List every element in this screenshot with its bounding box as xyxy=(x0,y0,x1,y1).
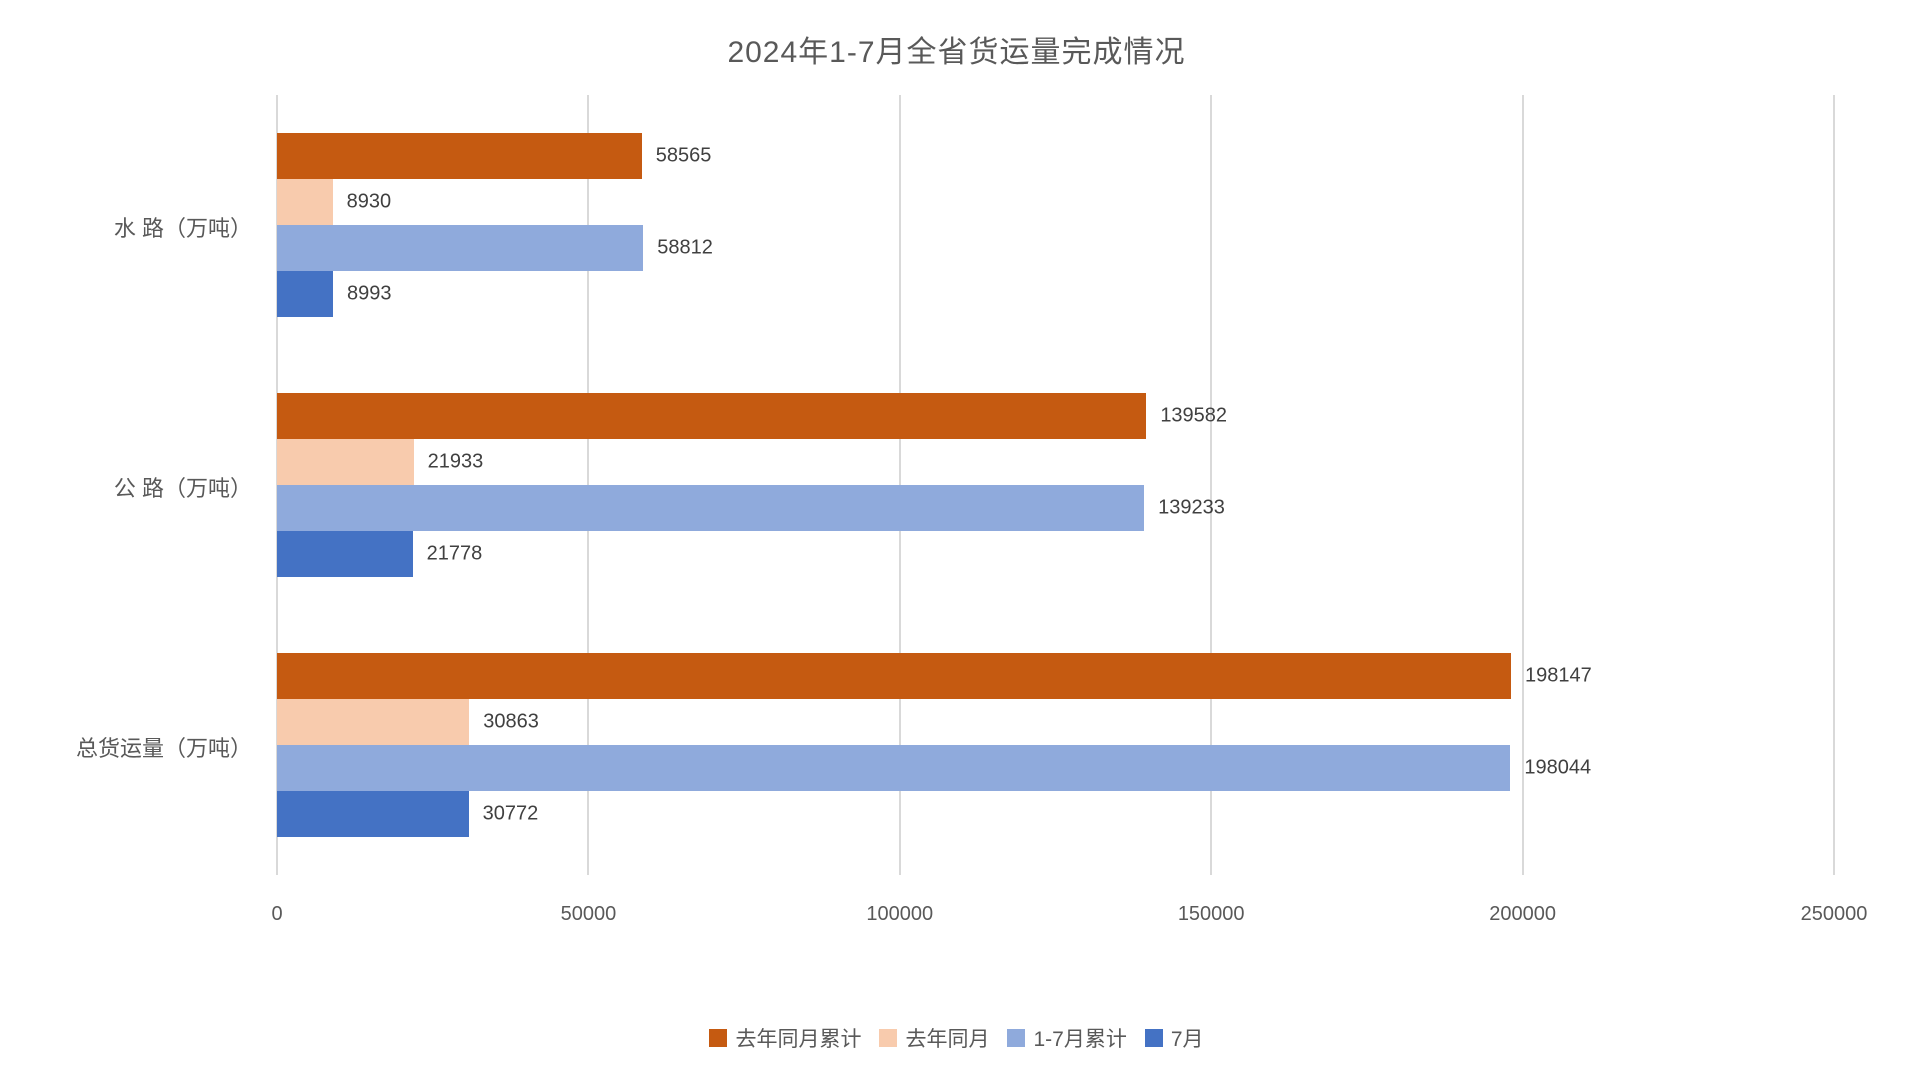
bar-1-7月累计 xyxy=(277,485,1145,531)
bar-row: 58565 xyxy=(277,133,1834,179)
x-tick-label: 0 xyxy=(271,903,283,925)
data-label: 30772 xyxy=(482,802,539,825)
legend-item-7月: 7月 xyxy=(1144,1023,1204,1053)
plot-area: 58565 8930 58812 8993 139582 21933 139233 21778… xyxy=(276,95,1835,875)
bar-group: 198147 30863 198044 30772 xyxy=(277,615,1834,875)
bar-1-7月累计 xyxy=(277,745,1511,791)
bar-row: 198044 xyxy=(277,745,1834,791)
bar-row: 8930 xyxy=(277,179,1834,225)
legend-swatch-icon xyxy=(1007,1029,1026,1047)
data-label: 8930 xyxy=(346,190,392,213)
bar-7月 xyxy=(277,271,333,317)
bar-row: 30772 xyxy=(277,791,1834,837)
chart-title: 2024年1-7月全省货运量完成情况 xyxy=(727,36,1186,69)
legend-item-去年同月: 去年同月 xyxy=(879,1023,989,1053)
data-label: 139233 xyxy=(1158,496,1225,519)
data-label: 198147 xyxy=(1525,664,1592,687)
data-label: 21778 xyxy=(426,542,483,565)
legend-swatch-icon xyxy=(709,1029,728,1047)
bar-row: 21778 xyxy=(277,531,1834,577)
bar-去年同月累计 xyxy=(277,133,642,179)
bar-7月 xyxy=(277,791,469,837)
legend-label: 去年同月累计 xyxy=(735,1028,862,1051)
bar-去年同月累计 xyxy=(277,393,1147,439)
bar-7月 xyxy=(277,531,413,577)
bar-row: 30863 xyxy=(277,699,1834,745)
legend-label: 去年同月 xyxy=(905,1028,990,1051)
data-label: 58812 xyxy=(657,236,713,259)
data-label: 198044 xyxy=(1524,756,1592,779)
x-tick-label: 50000 xyxy=(560,903,617,925)
legend-swatch-icon xyxy=(879,1029,898,1047)
data-label: 8993 xyxy=(347,282,392,305)
bar-row: 139582 xyxy=(277,393,1834,439)
bar-去年同月 xyxy=(277,439,414,485)
gridline xyxy=(1210,95,1213,875)
bar-row: 198147 xyxy=(277,653,1834,699)
bar-去年同月 xyxy=(277,179,333,225)
bar-row: 139233 xyxy=(277,485,1834,531)
bar-row: 21933 xyxy=(277,439,1834,485)
data-label: 139582 xyxy=(1160,404,1228,427)
x-tick-label: 100000 xyxy=(866,903,934,925)
x-tick-label: 200000 xyxy=(1489,903,1556,925)
data-label: 58565 xyxy=(655,144,712,167)
legend-label: 1-7月累计 xyxy=(1033,1028,1127,1051)
data-label: 21933 xyxy=(427,450,484,473)
data-label: 30863 xyxy=(483,710,539,733)
bar-group: 139582 21933 139233 21778 xyxy=(277,355,1834,615)
category-label: 水 路（万吨） xyxy=(113,216,252,241)
legend-label: 7月 xyxy=(1170,1028,1204,1051)
bar-row: 8993 xyxy=(277,271,1834,317)
x-tick-label: 250000 xyxy=(1800,903,1868,925)
category-label: 总货运量（万吨） xyxy=(75,736,252,761)
bar-1-7月累计 xyxy=(277,225,644,271)
gridline xyxy=(1833,95,1835,875)
legend-swatch-icon xyxy=(1144,1029,1163,1047)
category-label: 公 路（万吨） xyxy=(113,476,252,501)
legend-item-去年同月累计: 去年同月累计 xyxy=(709,1023,861,1053)
legend: 去年同月累计 去年同月 1-7月累计 7月 xyxy=(0,1023,1913,1053)
bar-去年同月累计 xyxy=(277,653,1512,699)
bar-去年同月 xyxy=(277,699,470,745)
bar-row: 58812 xyxy=(277,225,1834,271)
bar-group: 58565 8930 58812 8993 xyxy=(277,95,1834,355)
legend-item-1-7月累计: 1-7月累计 xyxy=(1007,1023,1127,1053)
gridline xyxy=(1521,95,1524,875)
x-tick-label: 150000 xyxy=(1177,903,1245,925)
